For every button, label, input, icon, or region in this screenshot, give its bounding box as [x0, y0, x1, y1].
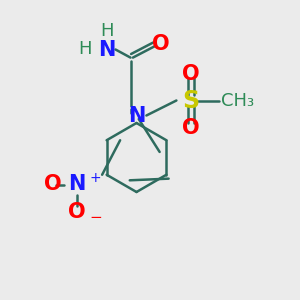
Text: O: O	[182, 118, 199, 137]
Text: H: H	[100, 22, 113, 40]
Text: H: H	[79, 40, 92, 58]
Text: S: S	[182, 88, 199, 112]
Text: O: O	[44, 175, 61, 194]
Text: +: +	[89, 171, 101, 185]
Text: O: O	[152, 34, 169, 53]
Text: CH₃: CH₃	[220, 92, 254, 110]
Text: N: N	[98, 40, 115, 59]
Text: O: O	[182, 64, 199, 83]
Text: N: N	[128, 106, 145, 125]
Text: N: N	[68, 175, 85, 194]
Text: O: O	[68, 202, 85, 221]
Text: −: −	[89, 210, 102, 225]
